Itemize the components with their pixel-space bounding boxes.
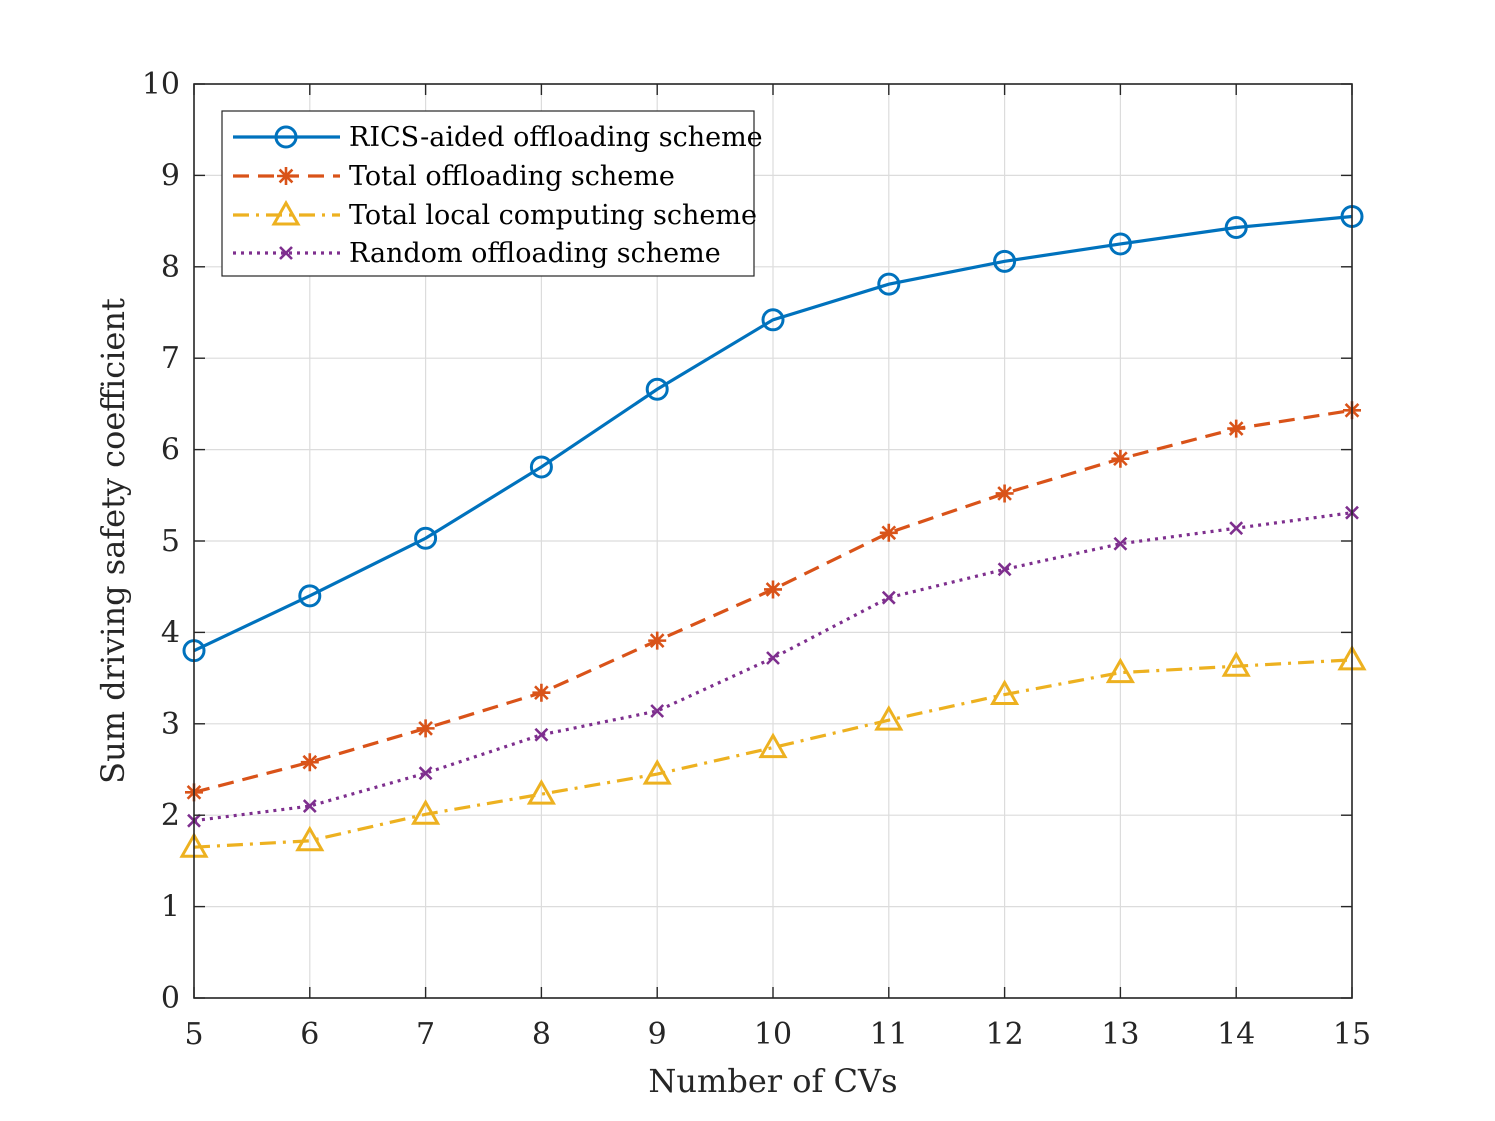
y-tick-label: 1 [161, 890, 180, 925]
legend-label: Total offloading scheme [349, 161, 675, 192]
data-point [764, 580, 782, 598]
y-tick-label: 5 [161, 524, 180, 559]
x-tick-label: 12 [986, 1017, 1024, 1052]
legend: RICS-aided offloading scheme Total offloa… [222, 111, 763, 276]
legend-marker [277, 167, 295, 185]
y-tick-label: 10 [142, 67, 180, 102]
x-tick-label: 11 [870, 1017, 908, 1052]
data-point [996, 484, 1014, 502]
legend-label: Random offloading scheme [349, 238, 721, 269]
y-tick-label: 2 [161, 798, 180, 833]
x-tick-label: 9 [648, 1017, 667, 1052]
line-chart: 5 6 7 8 9 10 11 12 13 14 15012345678910 Number of … [0, 0, 1495, 1121]
x-tick-label: 8 [532, 1017, 551, 1052]
x-tick-label: 13 [1101, 1017, 1139, 1052]
y-tick-label: 9 [161, 158, 180, 193]
data-point [1227, 420, 1245, 438]
y-tick-label: 4 [161, 615, 180, 650]
y-tick-label: 3 [161, 707, 180, 742]
y-tick-label: 7 [161, 341, 180, 376]
data-point [417, 719, 435, 737]
y-tick-label: 0 [161, 981, 180, 1016]
x-tick-label: 7 [416, 1017, 435, 1052]
data-point [880, 524, 898, 542]
data-point [532, 684, 550, 702]
x-tick-label: 5 [184, 1017, 203, 1052]
x-tick-label: 6 [300, 1017, 319, 1052]
data-point [301, 753, 319, 771]
x-tick-label: 10 [754, 1017, 792, 1052]
legend-label: Total local computing scheme [349, 200, 757, 231]
data-point [1111, 450, 1129, 468]
y-tick-label: 8 [161, 250, 180, 285]
y-axis-label: Sum driving safety coefficient [94, 298, 132, 784]
data-point [648, 632, 666, 650]
y-tick-label: 6 [161, 433, 180, 468]
legend-label: RICS-aided offloading scheme [349, 122, 763, 153]
x-axis-label: Number of CVs [648, 1062, 897, 1100]
x-tick-label: 14 [1217, 1017, 1255, 1052]
x-tick-label: 15 [1333, 1017, 1371, 1052]
